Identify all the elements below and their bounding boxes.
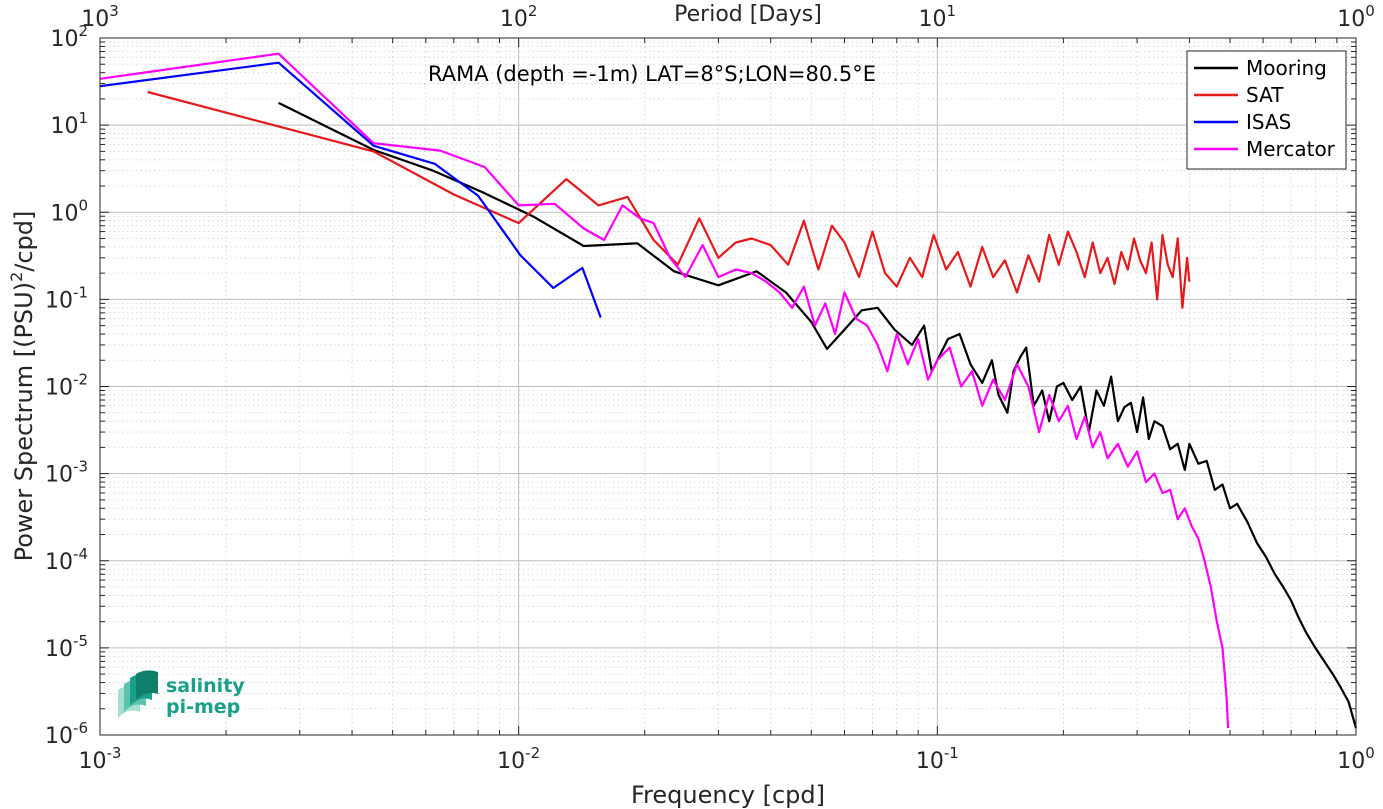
logo-text-salinity: salinity [166, 675, 245, 697]
minor-grid [100, 38, 1356, 735]
legend-label-mercator: Mercator [1246, 137, 1336, 161]
legend: Mooring SAT ISAS Mercator [1186, 50, 1347, 170]
series-layer [99, 52, 1358, 729]
series-line-isas [99, 61, 602, 318]
y-tick-label: 10-4 [45, 545, 88, 575]
y-axis-label: Power Spectrum [(PSU)2/cpd] [7, 211, 38, 562]
top-axis-label: Period [Days] [674, 2, 822, 27]
salinity-pi-mep-logo: salinity pi-mep [118, 670, 245, 718]
top-tick-label: 101 [919, 2, 957, 32]
y-tick-label: 10-3 [45, 458, 88, 488]
y-tick-label: 101 [50, 109, 88, 139]
legend-label-isas: ISAS [1246, 110, 1291, 134]
series-line-sat [147, 90, 1191, 309]
top-tick-label: 103 [81, 2, 119, 32]
legend-label-sat: SAT [1246, 83, 1284, 107]
y-axis-label-unit: /cpd] [10, 211, 38, 272]
chart-annotation: RAMA (depth =-1m) LAT=8°S;LON=80.5°E [428, 62, 876, 86]
logo-mark-icon [118, 670, 158, 718]
tick-marks [99, 37, 1357, 736]
series-line-mooring [278, 101, 1358, 729]
x-tick-label: 10-2 [497, 744, 540, 774]
x-axis-label: Frequency [cpd] [631, 781, 825, 809]
series-line-mercator [99, 52, 1230, 729]
legend-label-mooring: Mooring [1246, 56, 1327, 80]
top-tick-label: 100 [1337, 2, 1375, 32]
y-tick-label: 10-6 [45, 719, 88, 749]
y-tick-label: 100 [50, 196, 88, 226]
y-axis-label-main: Power Spectrum [(PSU) [10, 282, 38, 561]
top-tick-label: 102 [500, 2, 538, 32]
y-axis-label-exponent: 2 [7, 272, 26, 282]
legend-entries: Mooring SAT ISAS Mercator [1194, 56, 1336, 161]
top-tick-labels: 103 102 101 100 [81, 2, 1375, 32]
y-tick-labels: 10-6 10-5 10-4 10-3 10-2 10-1 100 101 102 [45, 22, 88, 749]
x-tick-labels: 10-3 10-2 10-1 100 [79, 744, 1375, 774]
y-tick-label: 10-2 [45, 371, 88, 401]
y-tick-label: 10-1 [45, 283, 88, 313]
y-tick-label: 102 [50, 22, 88, 52]
y-tick-label: 10-5 [45, 632, 88, 662]
x-tick-label: 100 [1337, 744, 1375, 774]
logo-text-pi-mep: pi-mep [166, 696, 240, 718]
x-tick-label: 10-3 [79, 744, 122, 774]
x-tick-label: 10-1 [916, 744, 959, 774]
